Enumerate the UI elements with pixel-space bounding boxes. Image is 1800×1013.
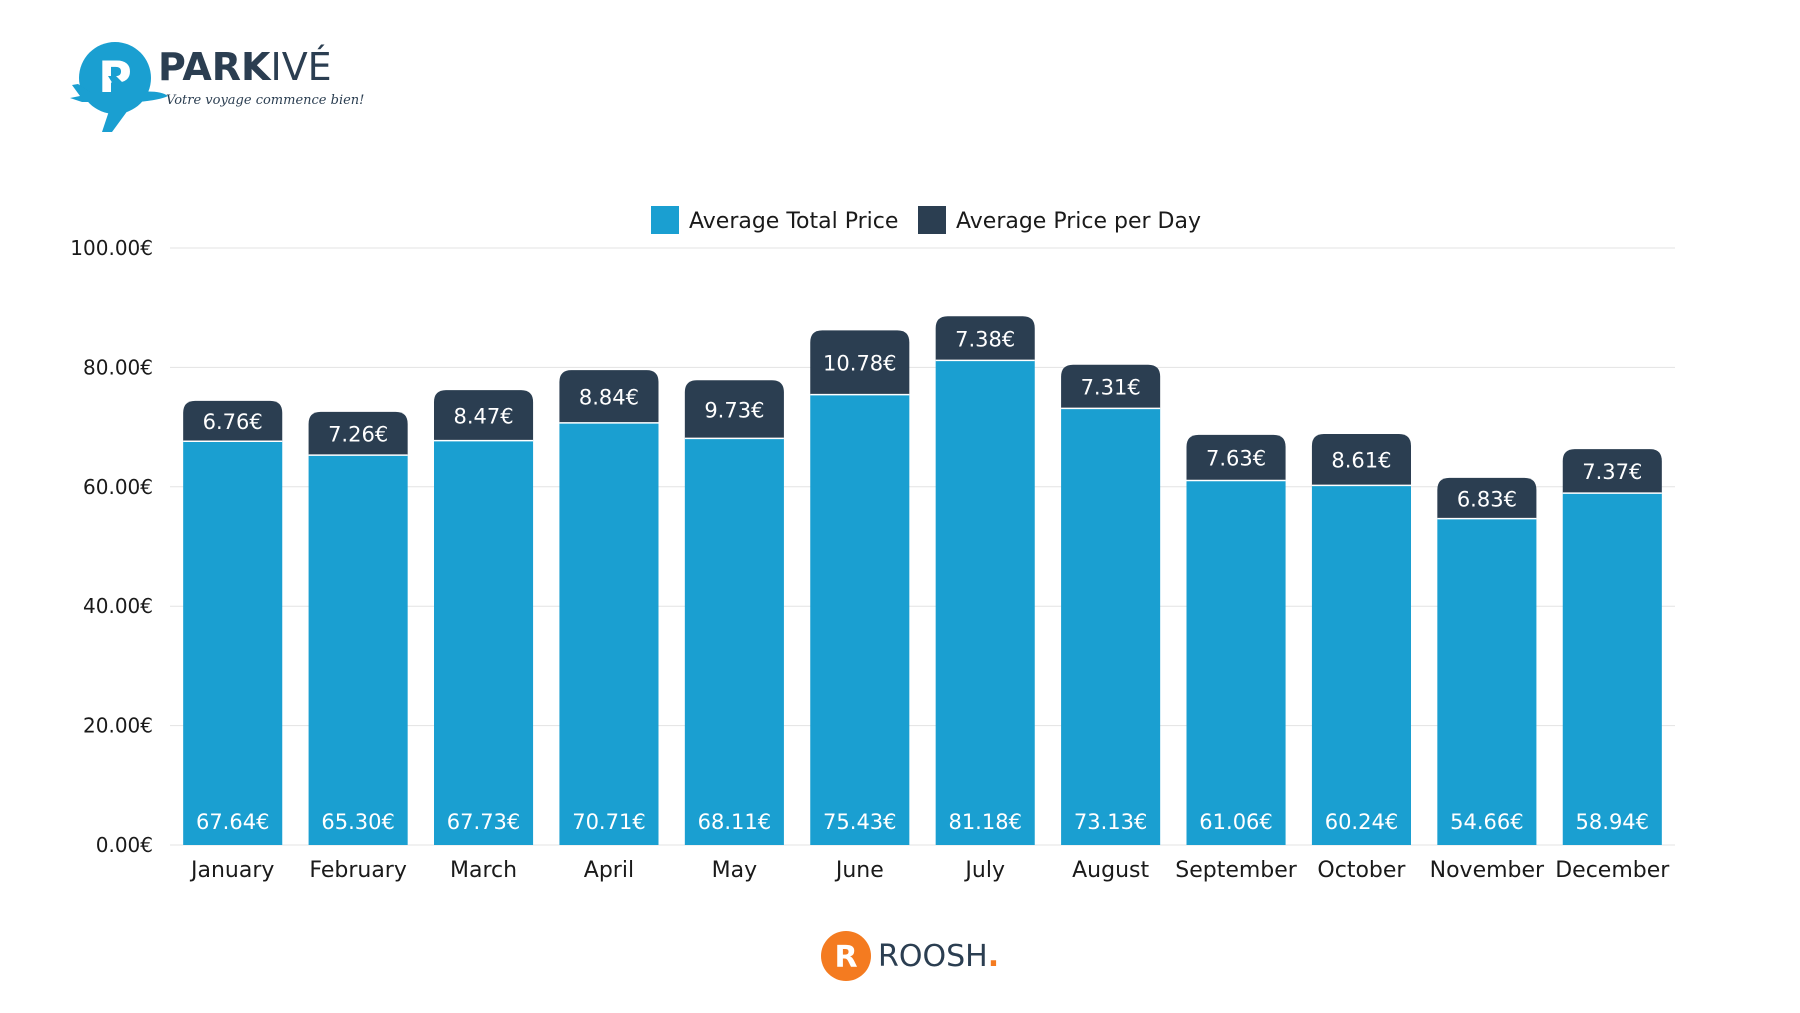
roosh-logo-circle: [821, 931, 871, 981]
x-category-label: September: [1175, 858, 1298, 883]
bar-average-total-price: [559, 422, 659, 845]
bar-average-price-per-day: [1061, 364, 1161, 409]
roosh-wordmark: ROOSH.: [878, 939, 999, 974]
bar-average-total-price: [1186, 480, 1286, 845]
data-label-total-price: 68.11€: [698, 810, 771, 834]
data-label-price-per-day: 7.37€: [1582, 460, 1642, 484]
y-tick-label: 0.00€: [96, 833, 153, 857]
data-label-price-per-day: 7.31€: [1081, 376, 1141, 400]
bar-average-price-per-day: [1437, 477, 1537, 519]
data-label-price-per-day: 9.73€: [704, 398, 764, 422]
data-label-total-price: 58.94€: [1576, 810, 1649, 834]
data-label-total-price: 67.73€: [447, 810, 520, 834]
y-tick-label: 80.00€: [83, 355, 153, 379]
bar-average-total-price: [1061, 408, 1161, 845]
x-category-label: February: [309, 858, 407, 883]
airplane-icon: [70, 76, 168, 132]
data-label-total-price: 67.64€: [196, 810, 269, 834]
legend: Average Total Price Average Price per Day: [651, 206, 1201, 234]
data-label-price-per-day: 8.84€: [579, 385, 639, 409]
data-label-total-price: 81.18€: [948, 810, 1021, 834]
data-label-total-price: 65.30€: [321, 810, 394, 834]
bar-average-price-per-day: [559, 370, 659, 423]
bar-average-price-per-day: [684, 380, 784, 439]
data-label-price-per-day: 10.78€: [823, 352, 896, 376]
x-category-label: June: [834, 858, 884, 883]
data-label-total-price: 70.71€: [572, 810, 645, 834]
x-category-label: October: [1317, 858, 1406, 883]
bar-average-price-per-day: [1562, 449, 1662, 494]
bar-average-price-per-day: [1311, 433, 1411, 486]
x-category-label: December: [1555, 858, 1670, 883]
x-category-label: August: [1072, 858, 1149, 883]
bar-average-total-price: [183, 441, 283, 845]
bar-average-price-per-day: [1186, 434, 1286, 481]
parkive-logo: P PARKIVÉ Votre voyage commence bien!: [70, 42, 364, 132]
bar-average-total-price: [810, 394, 910, 845]
legend-swatch-average-price-per-day: [918, 206, 946, 234]
legend-swatch-average-total-price: [651, 206, 679, 234]
data-label-total-price: 61.06€: [1199, 810, 1272, 834]
bar-average-total-price: [1562, 493, 1662, 845]
brand-name-suffix: IVÉ: [270, 45, 331, 89]
y-tick-label: 40.00€: [83, 594, 153, 618]
data-label-price-per-day: 7.63€: [1206, 447, 1266, 471]
x-axis: January February March April May June July Augu…: [189, 858, 1670, 883]
x-category-label: May: [712, 858, 757, 883]
y-tick-label: 60.00€: [83, 475, 153, 499]
x-category-label: July: [963, 858, 1005, 883]
brand-tagline: Votre voyage commence bien!: [166, 93, 364, 108]
roosh-logo: R ROOSH.: [821, 931, 999, 981]
bar-average-total-price: [1311, 485, 1411, 845]
brand-name: PARKIVÉ: [158, 45, 332, 89]
bar-average-total-price: [434, 440, 534, 845]
data-label-total-price: 54.66€: [1450, 810, 1523, 834]
bar-average-price-per-day: [308, 411, 408, 456]
bar-average-price-per-day: [935, 316, 1035, 361]
roosh-logo-letter: R: [834, 940, 857, 975]
bar-average-total-price: [1437, 518, 1537, 845]
legend-label-average-price-per-day: Average Price per Day: [956, 209, 1201, 234]
x-category-label: March: [450, 858, 517, 883]
bars: 6.76€ 67.64€ 7.26€ 65.30€ 8.47€ 67.73€ 8.84€ 70…: [183, 316, 1662, 845]
roosh-brand: ROOSH: [878, 939, 988, 974]
data-label-price-per-day: 6.76€: [203, 410, 263, 434]
data-label-price-per-day: 7.38€: [955, 327, 1015, 351]
legend-label-average-total-price: Average Total Price: [689, 209, 898, 234]
y-axis: 0.00€ 20.00€ 40.00€ 60.00€ 80.00€ 100.00€: [70, 236, 153, 857]
roosh-dot: .: [988, 939, 999, 974]
data-label-total-price: 75.43€: [823, 810, 896, 834]
bar-average-price-per-day: [183, 400, 283, 442]
x-category-label: November: [1430, 858, 1545, 883]
x-category-label: April: [584, 858, 634, 883]
brand-name-prefix: PARK: [158, 45, 272, 89]
grid-lines: [170, 247, 1675, 846]
bar-average-price-per-day: [434, 390, 534, 441]
bar-average-total-price: [308, 455, 408, 845]
y-tick-label: 20.00€: [83, 714, 153, 738]
data-label-price-per-day: 8.47€: [453, 404, 513, 428]
data-label-price-per-day: 6.83€: [1457, 487, 1517, 511]
bar-average-total-price: [935, 360, 1035, 845]
data-label-total-price: 73.13€: [1074, 810, 1147, 834]
data-label-price-per-day: 8.61€: [1331, 449, 1391, 473]
x-category-label: January: [189, 858, 274, 883]
y-tick-label: 100.00€: [70, 236, 153, 260]
bar-average-price-per-day: [810, 330, 910, 395]
data-label-price-per-day: 7.26€: [328, 422, 388, 446]
data-label-total-price: 60.24€: [1325, 810, 1398, 834]
bar-average-total-price: [684, 438, 784, 845]
